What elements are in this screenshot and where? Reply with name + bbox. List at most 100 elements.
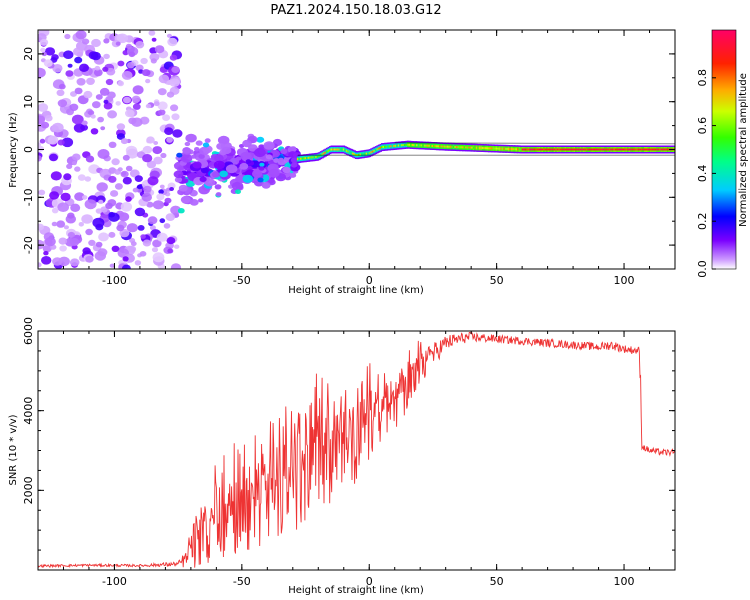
heatmap-blob — [98, 232, 109, 242]
ridge-core — [637, 148, 641, 151]
ridge-core — [663, 148, 667, 151]
ridge-core — [309, 156, 312, 159]
heatmap-blob — [74, 166, 81, 172]
heatmap-blob — [173, 170, 184, 179]
heatmap-blob — [63, 173, 72, 181]
heatmap-blob — [157, 101, 168, 110]
heatmap-blob — [282, 166, 291, 174]
heatmap-blob — [167, 248, 174, 254]
colorbar-tick-label: 0.4 — [696, 165, 709, 183]
ridge-core — [546, 148, 549, 151]
ridge-core — [616, 148, 619, 151]
heatmap-blob — [71, 114, 84, 125]
x-tick-label: -50 — [233, 575, 251, 588]
ridge-core — [384, 145, 387, 148]
heatmap-blob — [52, 64, 63, 73]
ridge-core — [449, 145, 453, 148]
heatmap-blob — [52, 257, 63, 266]
colorbar-label: Normalized spectral amplitude — [738, 73, 749, 227]
heatmap-blob — [134, 207, 146, 217]
snr-line — [38, 331, 675, 569]
ridge-core — [592, 148, 595, 151]
heatmap-blob — [88, 239, 96, 246]
spectrogram-y-label: Frequency (Hz) — [8, 112, 19, 188]
heatmap-blob — [164, 197, 172, 204]
heatmap-blob — [74, 192, 85, 201]
ridge-core — [348, 151, 352, 154]
y-tick-label: 20 — [22, 47, 35, 61]
ridge-core — [553, 148, 557, 151]
heatmap-blob — [170, 205, 182, 215]
heatmap-blob — [47, 135, 59, 145]
heatmap-blob — [145, 78, 151, 84]
ridge-core — [659, 148, 662, 151]
heatmap-blob — [125, 109, 135, 118]
ridge-core — [315, 155, 318, 158]
ridge-core — [350, 151, 353, 154]
heatmap-blob — [56, 220, 66, 228]
ridge-core — [495, 147, 498, 150]
ridge-core — [582, 148, 586, 151]
heatmap-blob — [111, 158, 120, 166]
heatmap-blob — [116, 224, 125, 232]
heatmap-blob — [115, 41, 121, 46]
heatmap-blob — [83, 90, 93, 99]
heatmap-blob — [152, 252, 165, 263]
heatmap-blob — [38, 103, 49, 112]
ridge-core — [301, 157, 304, 160]
ridge-core — [599, 148, 602, 151]
ridge-core — [561, 148, 564, 151]
heatmap-blob — [125, 43, 132, 50]
ridge-core — [643, 148, 647, 151]
ridge-core — [457, 146, 460, 149]
heatmap-blob — [167, 182, 176, 190]
heatmap-blob — [215, 192, 222, 197]
colorbar-tick-label: 0.2 — [696, 212, 709, 230]
ridge-core — [462, 146, 465, 149]
heatmap-blob — [116, 33, 129, 44]
heatmap-blob — [38, 262, 42, 268]
ridge-core — [645, 148, 648, 151]
heatmap-blob — [166, 237, 176, 245]
ridge-core — [436, 145, 439, 148]
heatmap-blob — [198, 154, 205, 159]
x-tick-label: 50 — [490, 575, 504, 588]
heatmap-blob — [137, 184, 143, 190]
ridge-core — [590, 148, 593, 151]
ridge-core — [405, 143, 408, 146]
heatmap-blob — [204, 138, 211, 143]
ridge-core — [524, 148, 528, 151]
ridge-core — [526, 148, 529, 151]
heatmap-blob — [90, 128, 99, 135]
heatmap-blob — [178, 166, 185, 171]
ridge-core — [368, 152, 372, 155]
heatmap-blob — [40, 121, 50, 129]
ridge-core — [651, 148, 654, 151]
spectrogram-x-label: Height of straight line (km) — [288, 285, 424, 296]
ridge-core — [617, 148, 621, 151]
heatmap-blob — [174, 244, 180, 249]
ridge-core — [402, 144, 405, 147]
ridge-core — [400, 144, 404, 147]
ridge-core — [595, 148, 598, 151]
heatmap-blob — [81, 214, 93, 224]
ridge-core — [656, 148, 659, 151]
heatmap-blob — [151, 37, 157, 42]
heatmap-blob — [84, 199, 97, 210]
heatmap-blob — [166, 91, 175, 98]
heatmap-blob — [98, 199, 104, 205]
heatmap-blob — [38, 145, 44, 152]
ridge-core — [414, 144, 417, 147]
ridge-core — [596, 148, 599, 151]
x-tick-label: 0 — [366, 575, 373, 588]
ridge-core — [633, 148, 636, 151]
heatmap-blob — [141, 192, 152, 202]
ridge-core — [640, 148, 644, 151]
ridge-core — [325, 150, 329, 153]
ridge-core — [527, 148, 531, 151]
heatmap-blob — [102, 66, 109, 72]
heatmap-blob — [125, 165, 133, 172]
heatmap-blob — [122, 256, 129, 262]
ridge-core — [304, 157, 307, 160]
